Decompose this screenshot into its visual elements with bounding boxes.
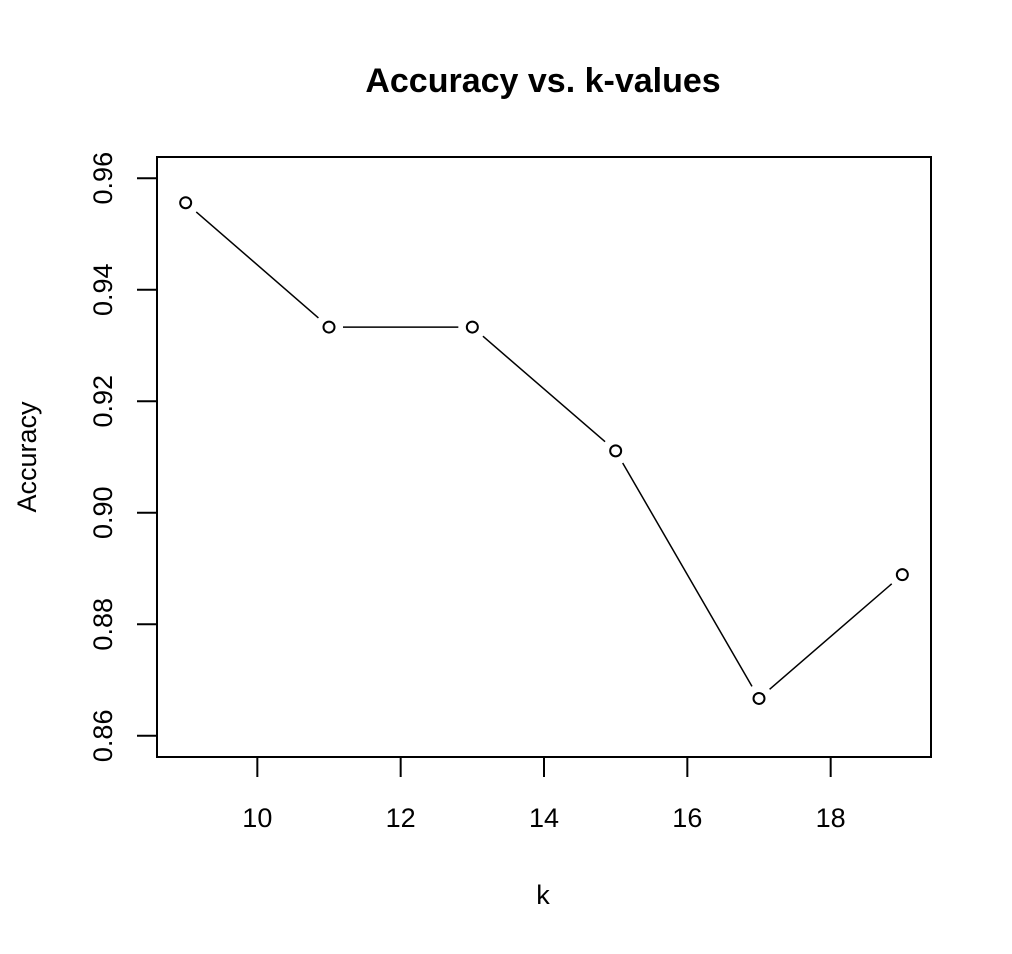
line-segment bbox=[622, 462, 753, 687]
x-tick-label: 10 bbox=[242, 803, 272, 833]
y-axis: 0.86 0.88 0.90 0.92 0.94 0.96 bbox=[88, 152, 158, 763]
y-tick-label: 0.94 bbox=[88, 263, 118, 316]
y-tick-label: 0.86 bbox=[88, 710, 118, 763]
x-tick-label: 14 bbox=[529, 803, 559, 833]
y-tick-label: 0.96 bbox=[88, 152, 118, 205]
x-axis: 10 12 14 16 18 bbox=[242, 756, 846, 833]
line-segment bbox=[769, 583, 893, 690]
data-point bbox=[179, 196, 193, 210]
y-tick-label: 0.88 bbox=[88, 598, 118, 651]
series-line bbox=[195, 211, 893, 690]
data-point bbox=[465, 320, 479, 334]
x-axis-label: k bbox=[536, 880, 550, 910]
series-points bbox=[179, 196, 909, 705]
x-tick-label: 18 bbox=[816, 803, 846, 833]
data-point bbox=[322, 320, 336, 334]
x-tick-label: 12 bbox=[386, 803, 416, 833]
line-segment bbox=[195, 211, 319, 319]
plot-frame bbox=[156, 156, 932, 758]
line-segment bbox=[482, 335, 606, 443]
chart-title: Accuracy vs. k-values bbox=[365, 62, 720, 100]
y-axis-label: Accuracy bbox=[12, 401, 42, 513]
data-point bbox=[609, 444, 623, 458]
y-tick-label: 0.90 bbox=[88, 486, 118, 539]
data-point bbox=[895, 568, 909, 582]
x-tick-label: 16 bbox=[672, 803, 702, 833]
y-tick-label: 0.92 bbox=[88, 375, 118, 428]
data-point bbox=[752, 691, 766, 705]
